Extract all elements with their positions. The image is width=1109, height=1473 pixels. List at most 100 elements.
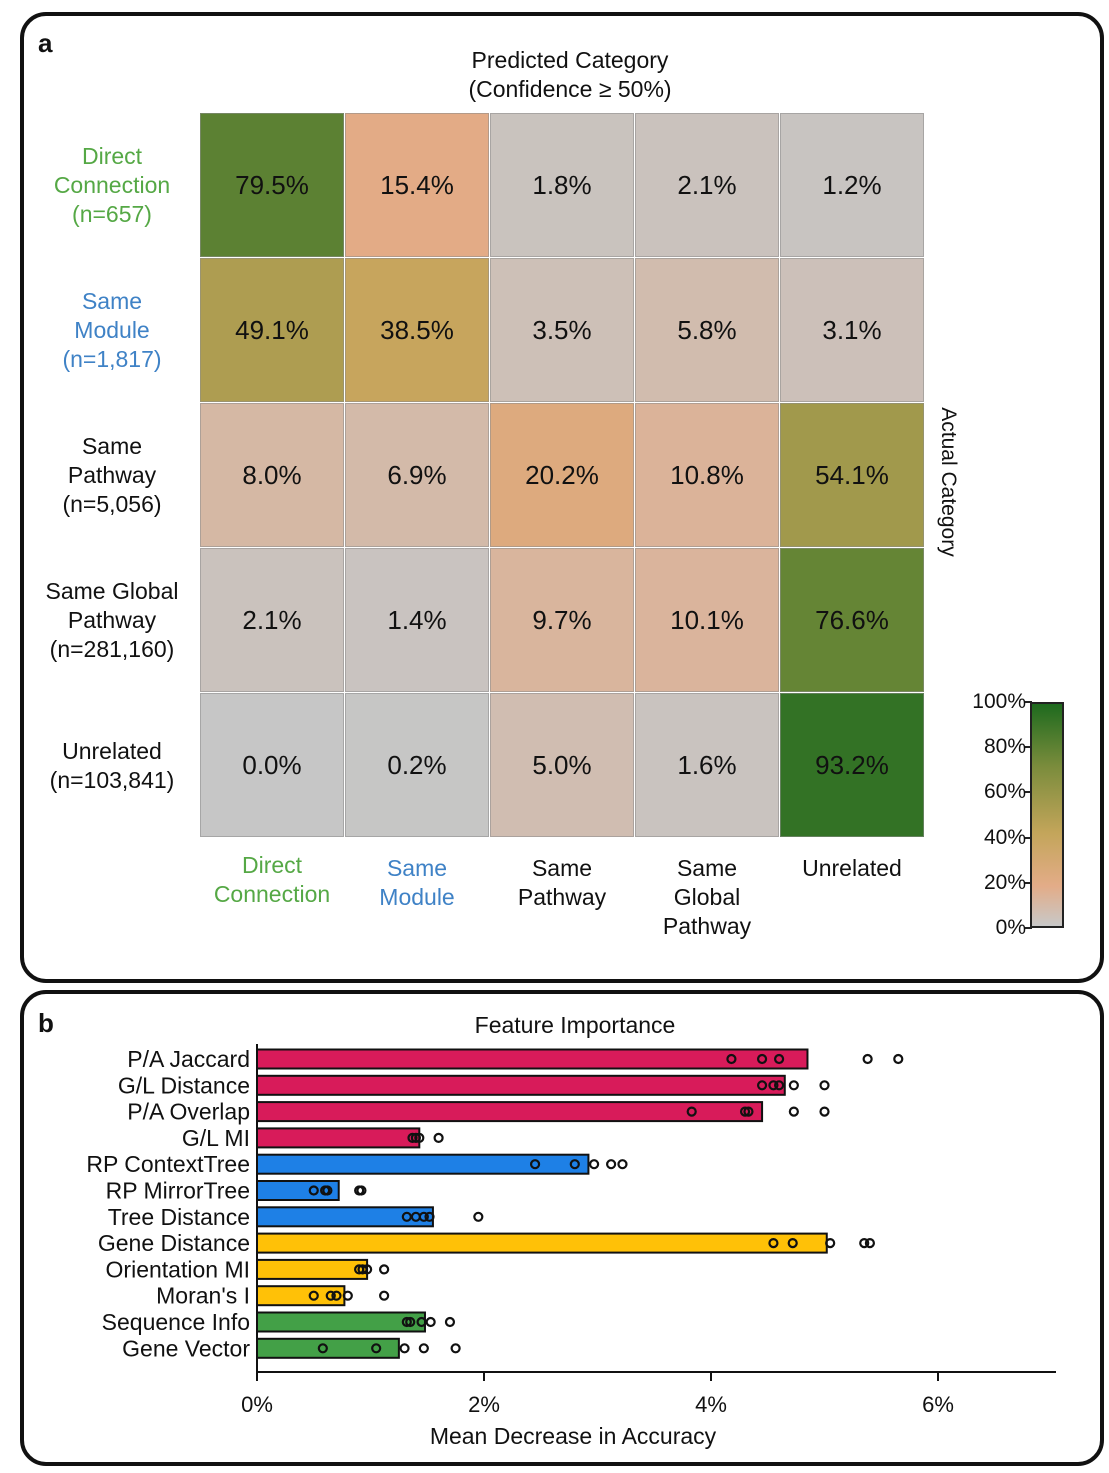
heatmap-cell: 1.4% (345, 548, 489, 692)
feature-bar (256, 1180, 340, 1201)
replicate-point (893, 1053, 904, 1065)
heatmap-cell: 20.2% (490, 403, 634, 547)
heatmap-cell: 9.7% (490, 548, 634, 692)
replicate-point (407, 1132, 418, 1144)
panel-b-letter: b (38, 1008, 54, 1038)
replicate-point (473, 1211, 484, 1222)
replicate-point (356, 1185, 367, 1196)
heatmap-cell: 15.4% (345, 113, 489, 257)
heatmap-row-label: Same Module (n=1,817) (62, 288, 162, 372)
feature-bar (256, 1258, 369, 1280)
replicate-point (864, 1237, 876, 1249)
colorbar-tick (1024, 927, 1032, 929)
heatmap-row-label: Unrelated (n=103,841) (49, 737, 175, 793)
heatmap-cell: 54.1% (780, 403, 924, 547)
replicate-point (433, 1132, 444, 1144)
replicate-point (606, 1159, 617, 1170)
colorbar-tick-label: 0% (995, 916, 1026, 939)
feature-bar (256, 1101, 764, 1123)
replicate-point (331, 1290, 342, 1301)
replicate-point (325, 1290, 336, 1301)
replicate-point (379, 1290, 390, 1301)
feature-label: Orientation MI (106, 1256, 250, 1282)
x-tick-label: 6% (922, 1392, 954, 1417)
feature-label: Gene Vector (122, 1335, 250, 1361)
colorbar-tick-label: 20% (983, 870, 1026, 894)
x-axis-label: Mean Decrease in Accuracy (430, 1423, 717, 1449)
heatmap-cell: 10.8% (635, 403, 779, 547)
replicate-point (357, 1264, 368, 1275)
feature-bar (256, 1048, 809, 1070)
feature-label: Tree Distance (108, 1204, 250, 1230)
heatmap-cell: 10.1% (635, 548, 779, 692)
feature-label: Sequence Info (102, 1309, 250, 1335)
replicate-point (819, 1080, 830, 1091)
heatmap-cell: 0.2% (345, 693, 489, 837)
replicate-point (379, 1264, 390, 1275)
replicate-point (317, 1343, 328, 1354)
replicate-point (756, 1080, 768, 1091)
feature-label: Moran's I (156, 1283, 250, 1309)
replicate-point (569, 1159, 580, 1170)
colorbar-tick-label: 80% (983, 735, 1026, 759)
heatmap-cell: 3.5% (490, 258, 634, 402)
heatmap-cell: 3.1% (780, 258, 924, 402)
heatmap-cell: 5.0% (490, 693, 634, 837)
heatmap-row-label: Same Global Pathway (n=281,160) (45, 578, 179, 662)
replicate-point (588, 1159, 600, 1170)
heatmap-row-label: Direct Connection (n=657) (53, 143, 171, 227)
heatmap-cell: 49.1% (200, 258, 344, 402)
colorbar-tick (1024, 746, 1032, 749)
replicate-point (424, 1211, 435, 1222)
heatmap-column-label: Direct Connection (213, 852, 331, 907)
heatmap-cell: 38.5% (345, 258, 489, 402)
replicate-point (743, 1106, 754, 1117)
feature-bar (256, 1311, 426, 1333)
feature-label: G/L Distance (118, 1072, 250, 1098)
feature-label: P/A Jaccard (127, 1046, 250, 1072)
replicate-point (862, 1053, 873, 1065)
heatmap-title-line1: Predicted Category (471, 47, 669, 73)
replicate-point (788, 1080, 799, 1091)
replicate-point (425, 1316, 436, 1328)
replicate-point (819, 1106, 830, 1117)
replicate-point (371, 1343, 382, 1354)
replicate-point (418, 1211, 429, 1222)
heatmap-cell: 2.1% (635, 113, 779, 257)
replicate-point (773, 1053, 785, 1065)
heatmap-column-label: Same Global Pathway (662, 855, 752, 939)
replicate-point (308, 1290, 319, 1301)
colorbar-tick (1024, 701, 1032, 703)
heatmap-cell: 8.0% (200, 403, 344, 547)
heatmap-column-label: Same Pathway (517, 855, 607, 910)
heatmap-cell: 5.8% (635, 258, 779, 402)
feature-bar (256, 1074, 786, 1096)
replicate-point (450, 1343, 461, 1354)
heatmap-title-line2: (Confidence ≥ 50%) (468, 76, 672, 102)
x-tick-label: 2% (468, 1392, 500, 1417)
feature-label: P/A Overlap (127, 1099, 250, 1125)
replicate-point (859, 1237, 870, 1249)
heatmap-row-label: Same Pathway (n=5,056) (62, 433, 162, 517)
replicate-point (399, 1343, 410, 1354)
heatmap-column-label: Unrelated (802, 855, 902, 881)
heatmap-cell: 93.2% (780, 693, 924, 837)
feature-label: Gene Distance (98, 1230, 250, 1256)
heatmap-cell: 1.8% (490, 113, 634, 257)
replicate-point (788, 1106, 799, 1117)
feature-bar (256, 1285, 346, 1307)
heatmap-cell: 2.1% (200, 548, 344, 692)
panel-a-letter: a (38, 28, 53, 58)
replicate-point (768, 1237, 779, 1249)
replicate-point (529, 1159, 541, 1170)
feature-importance-title: Feature Importance (474, 1012, 676, 1038)
feature-label: RP MirrorTree (106, 1178, 250, 1204)
replicate-point (617, 1159, 628, 1170)
replicate-point (322, 1185, 333, 1196)
heatmap-cell: 79.5% (200, 113, 344, 257)
heatmap-cell: 6.9% (345, 403, 489, 547)
replicate-point (739, 1106, 751, 1117)
colorbar-tick (1024, 881, 1032, 884)
feature-bar (256, 1337, 400, 1359)
